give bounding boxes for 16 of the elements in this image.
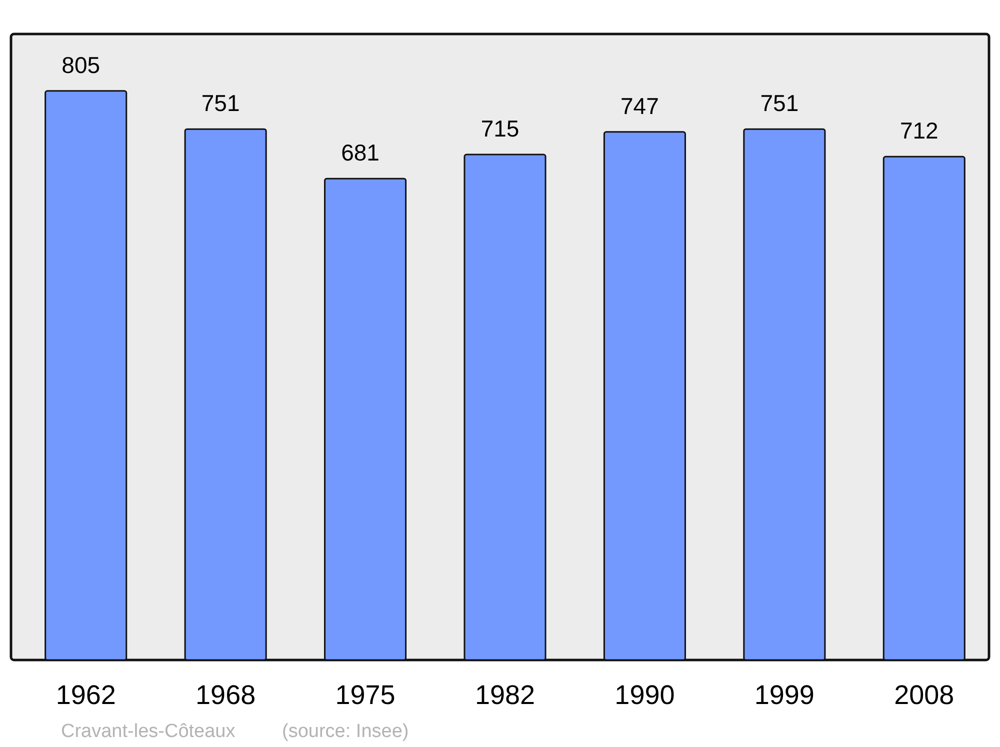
data-label: 715 bbox=[480, 116, 520, 142]
x-tick-label: 1982 bbox=[474, 680, 536, 710]
data-label: 805 bbox=[62, 52, 100, 78]
x-tick-label: 1962 bbox=[56, 680, 116, 710]
data-label: 747 bbox=[620, 92, 659, 119]
x-tick-label: 1968 bbox=[196, 680, 256, 710]
text: Cravant-les-Côteaux bbox=[61, 721, 236, 742]
data-label: 712 bbox=[900, 118, 938, 144]
x-tick-label: 1975 bbox=[335, 680, 396, 710]
data-label: 681 bbox=[341, 140, 380, 166]
x-tick-label: 1999 bbox=[754, 680, 814, 710]
data-label: 751 bbox=[760, 90, 799, 116]
x-tick-label: 1990 bbox=[614, 680, 675, 710]
text: (source: Insee) bbox=[282, 721, 409, 742]
data-label: 751 bbox=[201, 90, 240, 116]
x-tick-label: 2008 bbox=[894, 680, 954, 710]
